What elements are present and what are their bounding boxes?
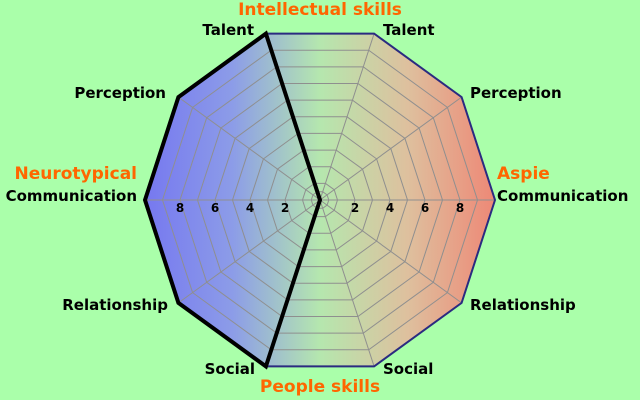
svg-text:4: 4 <box>246 201 254 215</box>
axis-label-communication-left: Communication <box>5 187 137 205</box>
axis-label-talent-left: Talent <box>202 21 254 39</box>
svg-text:8: 8 <box>456 201 464 215</box>
axis-label-perception-left: Perception <box>74 84 166 102</box>
svg-text:2: 2 <box>281 201 289 215</box>
svg-text:6: 6 <box>211 201 219 215</box>
axis-label-perception-right: Perception <box>470 84 562 102</box>
title-intellectual-skills: Intellectual skills <box>238 0 402 20</box>
axis-label-talent-right: Talent <box>383 21 435 39</box>
svg-text:8: 8 <box>176 201 184 215</box>
title-people-skills: People skills <box>259 377 381 397</box>
axis-label-communication-right: Communication <box>497 187 629 205</box>
svg-text:2: 2 <box>351 201 359 215</box>
axis-label-social-left: Social <box>204 360 255 378</box>
svg-text:4: 4 <box>386 201 394 215</box>
heading-neurotypical: Neurotypical <box>14 164 137 184</box>
heading-aspie: Aspie <box>497 164 550 184</box>
axis-label-relationship-right: Relationship <box>470 296 576 314</box>
svg-text:6: 6 <box>421 201 429 215</box>
axis-label-relationship-left: Relationship <box>62 296 168 314</box>
axis-label-social-right: Social <box>383 360 434 378</box>
